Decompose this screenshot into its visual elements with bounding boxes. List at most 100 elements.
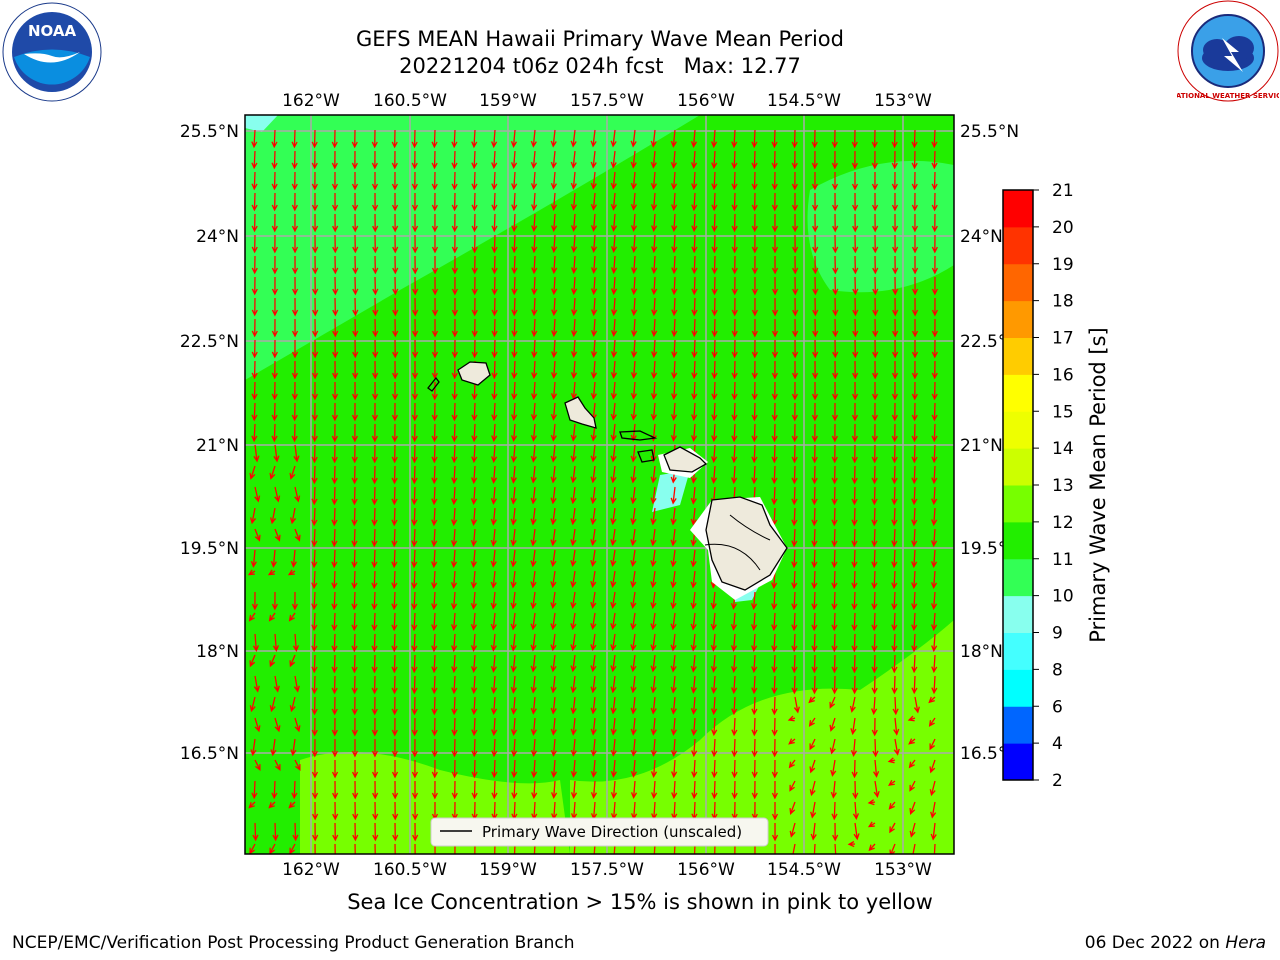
wave-arrow (372, 339, 379, 359)
wave-arrow (650, 171, 658, 190)
wave-arrow (771, 192, 778, 212)
wave-arrow (550, 150, 557, 169)
wave-arrow (451, 696, 458, 716)
wave-arrow (871, 486, 878, 506)
map-legend: Primary Wave Direction (unscaled) (430, 817, 769, 847)
wave-arrow (650, 486, 657, 505)
wave-arrow (491, 738, 498, 758)
wave-arrow (730, 654, 738, 674)
wave-arrow (451, 612, 458, 632)
wave-arrow (650, 465, 657, 484)
wave-arrow (892, 234, 899, 254)
wave-arrow (372, 360, 379, 380)
wave-arrow (511, 339, 518, 359)
colorbar: 2 4 6 8 9 10 11 12 13 14 15 16 17 18 19 20 21 (1002, 181, 1074, 791)
wave-arrow (471, 675, 478, 695)
wave-arrow (451, 234, 458, 254)
wave-arrow (351, 150, 358, 170)
wave-arrow (653, 843, 656, 854)
wave-arrow (247, 569, 256, 576)
wave-arrow (670, 591, 677, 610)
wave-arrow (892, 318, 899, 338)
wave-arrow (570, 612, 577, 631)
wave-arrow (511, 255, 518, 275)
wave-arrow (311, 696, 318, 716)
wave-arrow (490, 675, 498, 694)
wave-arrow (911, 276, 919, 296)
wave-arrow (751, 696, 758, 716)
wave-arrow (251, 381, 258, 401)
wave-arrow (931, 234, 938, 254)
wave-arrow (788, 738, 796, 745)
wave-arrow (731, 297, 738, 317)
wave-arrow (610, 171, 617, 190)
wave-arrow (332, 339, 339, 359)
wave-arrow (331, 423, 338, 443)
wave-arrow (351, 696, 358, 716)
wave-arrow (291, 171, 298, 191)
wave-arrow (392, 339, 399, 359)
wave-arrow (550, 549, 557, 568)
wave-arrow (831, 192, 839, 212)
wave-arrow (570, 465, 577, 484)
wave-arrow (431, 717, 438, 737)
wave-arrow (451, 129, 458, 149)
wave-arrow (892, 297, 899, 317)
wave-arrow (931, 675, 938, 695)
wave-arrow (831, 129, 838, 149)
wave-arrow (331, 129, 338, 149)
wave-arrow (451, 423, 458, 443)
wave-arrow (291, 780, 298, 800)
wave-arrow (851, 423, 858, 443)
wave-arrow (590, 780, 598, 799)
wave-arrow (850, 717, 857, 736)
wave-arrow (751, 381, 758, 401)
wave-arrow (551, 213, 558, 233)
wave-arrow (269, 654, 276, 668)
wave-arrow (911, 213, 919, 233)
wave-arrow (490, 465, 498, 484)
wave-arrow (471, 780, 478, 800)
wave-arrow (711, 423, 718, 443)
wave-arrow (832, 213, 839, 233)
wave-arrow (351, 738, 359, 758)
wave-arrow (451, 528, 458, 548)
wave-arrow (791, 213, 799, 233)
wave-arrow (550, 612, 557, 631)
wave-arrow (392, 213, 399, 233)
wave-arrow (871, 570, 878, 590)
wave-arrow (287, 569, 296, 576)
wave-arrow (610, 339, 618, 359)
wave-arrow (691, 780, 698, 800)
wave-arrow (911, 507, 918, 527)
wave-arrow (352, 360, 359, 380)
wave-arrow (431, 213, 439, 233)
wave-arrow (451, 213, 458, 233)
wave-arrow (711, 297, 718, 317)
wave-arrow (531, 213, 538, 233)
wave-arrow (510, 696, 518, 715)
wave-arrow (771, 297, 779, 317)
colorbar-segment (1003, 706, 1033, 744)
wave-arrow (590, 759, 597, 778)
wave-arrow (411, 549, 418, 569)
wave-arrow (650, 654, 657, 673)
wave-arrow (550, 486, 557, 505)
wave-arrow (451, 402, 458, 422)
wave-arrow (550, 192, 558, 211)
wave-arrow (271, 192, 278, 212)
wave-arrow (570, 213, 578, 232)
wave-arrow (710, 654, 717, 673)
wave-arrow (570, 633, 577, 652)
wave-arrow (891, 549, 898, 569)
wave-arrow (690, 486, 697, 505)
wave-arrow (311, 528, 318, 548)
wave-arrow (590, 591, 597, 609)
wave-arrow (847, 840, 856, 848)
wave-arrow (590, 612, 597, 631)
wave-arrow (630, 549, 637, 568)
lon-tick-label-top: 160.5°W (373, 91, 447, 111)
wave-arrow (811, 192, 819, 212)
colorbar-segment (1003, 669, 1033, 707)
wave-arrow (811, 444, 818, 464)
